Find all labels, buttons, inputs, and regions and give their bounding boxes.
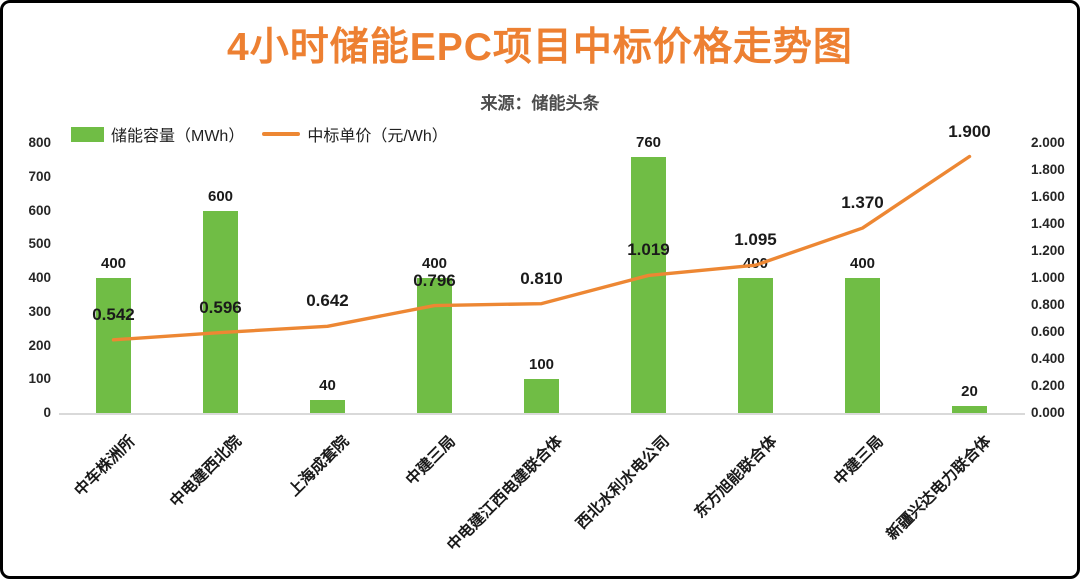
line-value-label-8: 1.370 [841, 193, 884, 213]
x-axis-category-label-9: 新疆兴达电力联合体 [883, 432, 995, 544]
y-axis-right-tick-label: 2.000 [1031, 135, 1065, 150]
bar-1 [96, 278, 131, 413]
y-axis-right-tick-label: 1.600 [1031, 189, 1065, 204]
bar-value-label-2: 600 [207, 187, 234, 205]
y-axis-left-tick-label: 200 [28, 337, 51, 353]
y-axis-right-tick-label: 1.000 [1031, 270, 1065, 285]
bar-value-label-6: 760 [635, 133, 662, 151]
bar-value-label-8: 400 [849, 255, 876, 272]
y-axis-left-tick-label: 800 [28, 135, 51, 150]
line-value-label-6: 1.019 [627, 240, 670, 260]
x-axis-category-label-1: 中车株洲所 [71, 432, 139, 500]
x-axis-category-label-2: 中电建西北院 [167, 432, 246, 511]
bar-3 [310, 399, 345, 413]
bar-6 [631, 156, 666, 413]
x-axis-category-label-4: 中建三局 [403, 432, 460, 489]
line-value-label-7: 1.095 [734, 230, 777, 250]
y-axis-left-tick-label: 500 [28, 236, 51, 252]
line-value-label-2: 0.596 [199, 297, 242, 317]
bar-9 [952, 406, 987, 413]
y-axis-left-tick-label: 100 [28, 371, 51, 387]
x-axis-category-label-6: 西北水利水电公司 [573, 432, 674, 533]
x-axis-category-label-3: 上海成套院 [285, 432, 353, 500]
y-axis-right-tick-label: 0.400 [1031, 351, 1065, 366]
y-axis-left-tick-label: 0 [43, 405, 51, 420]
x-axis-category-label-7: 东方旭能联合体 [691, 432, 781, 522]
bar-4 [417, 278, 452, 413]
line-value-label-4: 0.796 [413, 270, 456, 290]
legend: 储能容量（MWh） 中标单价（元/Wh） [71, 122, 448, 146]
line-value-label-5: 0.810 [520, 268, 563, 288]
y-axis-left-tick-label: 400 [28, 270, 51, 285]
line-value-label-1: 0.542 [92, 304, 135, 324]
chart-title: 4小时储能EPC项目中标价格走势图 [227, 26, 853, 69]
bar-value-label-4: 400 [421, 255, 448, 272]
bar-5 [524, 379, 559, 413]
y-axis-right-tick-label: 1.200 [1031, 243, 1065, 258]
legend-bar-swatch-icon [71, 126, 104, 142]
legend-line-swatch-icon [262, 132, 301, 136]
bar-8 [845, 278, 880, 413]
bar-value-label-1: 400 [100, 255, 127, 272]
y-axis-right-tick-label: 0.600 [1031, 324, 1065, 339]
y-axis-left-tick-label: 600 [28, 202, 51, 218]
x-axis-line [59, 413, 1025, 415]
x-axis-category-label-5: 中电建江西电建联合体 [444, 432, 567, 555]
y-axis-right-tick-label: 1.800 [1031, 162, 1065, 177]
bar-value-label-5: 100 [528, 356, 555, 374]
x-axis-category-label-8: 中建三局 [831, 432, 888, 489]
y-axis-right-tick-label: 0.800 [1031, 297, 1065, 312]
y-axis-left-tick-label: 300 [28, 303, 51, 319]
plot-area: 0 100 200 300 400 500 600 700 800 0.000 0.200 0.400… [3, 3, 1077, 576]
bar-value-label-9: 20 [961, 383, 978, 401]
line-value-label-3: 0.642 [306, 291, 349, 311]
legend-line-label: 中标单价（元/Wh） [307, 128, 448, 145]
legend-bar-label: 储能容量（MWh） [111, 128, 245, 145]
bar-value-label-7: 400 [742, 255, 769, 272]
y-axis-right-tick-label: 0.000 [1031, 405, 1065, 420]
line-value-label-9: 1.900 [948, 121, 991, 141]
bar-7 [738, 278, 773, 413]
chart-source-subtitle: 来源：储能头条 [480, 94, 600, 113]
y-axis-left-tick-label: 700 [28, 168, 51, 184]
y-axis-right-tick-label: 1.400 [1031, 216, 1065, 231]
y-axis-right-tick-label: 0.200 [1031, 378, 1065, 393]
bar-value-label-3: 40 [319, 376, 336, 394]
